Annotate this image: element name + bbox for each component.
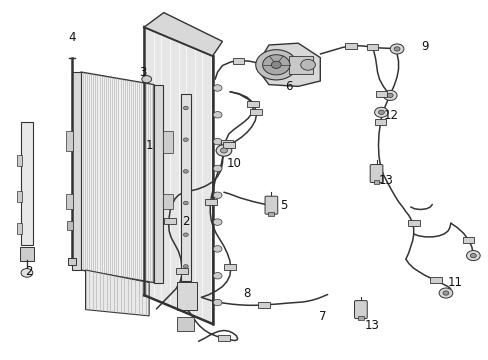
Circle shape [213,299,222,306]
Circle shape [220,148,227,153]
FancyBboxPatch shape [223,143,234,148]
Circle shape [183,138,188,141]
Text: 8: 8 [243,287,250,300]
FancyBboxPatch shape [249,109,261,114]
FancyBboxPatch shape [21,122,33,245]
Text: 4: 4 [68,31,76,44]
Polygon shape [144,27,212,324]
Circle shape [378,110,384,114]
Circle shape [183,233,188,237]
Circle shape [442,291,448,295]
Circle shape [383,90,396,100]
Text: 5: 5 [279,199,287,212]
Circle shape [213,85,222,91]
Polygon shape [85,270,149,316]
Circle shape [213,165,222,172]
Polygon shape [256,43,320,86]
FancyBboxPatch shape [66,194,73,209]
FancyBboxPatch shape [67,221,73,230]
Circle shape [393,47,399,51]
FancyBboxPatch shape [354,301,366,319]
FancyBboxPatch shape [264,196,277,214]
Circle shape [183,170,188,173]
FancyBboxPatch shape [246,101,258,107]
Circle shape [183,106,188,110]
FancyBboxPatch shape [345,43,356,49]
FancyBboxPatch shape [163,218,175,224]
Text: 6: 6 [284,80,292,93]
Circle shape [374,107,387,117]
Polygon shape [144,13,222,56]
FancyBboxPatch shape [224,264,235,270]
Circle shape [300,59,315,70]
FancyBboxPatch shape [258,302,269,308]
Circle shape [21,269,33,277]
FancyBboxPatch shape [176,268,187,274]
FancyBboxPatch shape [154,85,163,283]
Circle shape [262,55,289,75]
Text: 13: 13 [378,174,393,186]
Text: 1: 1 [145,139,153,152]
FancyBboxPatch shape [462,237,473,243]
FancyBboxPatch shape [17,155,22,166]
Text: 2: 2 [25,265,33,278]
FancyBboxPatch shape [20,247,34,261]
Circle shape [216,145,231,156]
Circle shape [469,253,475,258]
FancyBboxPatch shape [72,72,81,270]
Text: 2: 2 [182,215,189,228]
FancyBboxPatch shape [407,220,419,226]
FancyBboxPatch shape [369,165,382,183]
Circle shape [213,219,222,225]
Circle shape [466,251,479,261]
FancyBboxPatch shape [375,91,386,97]
Circle shape [213,246,222,252]
Polygon shape [81,72,154,283]
FancyBboxPatch shape [357,316,363,320]
Text: 3: 3 [139,66,146,78]
FancyBboxPatch shape [17,191,22,202]
FancyBboxPatch shape [374,119,386,125]
Circle shape [213,192,222,198]
Text: 13: 13 [364,319,378,332]
FancyBboxPatch shape [232,58,244,64]
Text: 12: 12 [383,109,398,122]
FancyBboxPatch shape [177,317,194,331]
Circle shape [271,61,281,68]
FancyBboxPatch shape [268,212,274,216]
FancyBboxPatch shape [177,282,196,310]
FancyBboxPatch shape [66,131,73,151]
Text: 7: 7 [318,310,326,323]
FancyBboxPatch shape [429,277,441,283]
Text: 10: 10 [226,157,241,170]
Circle shape [389,44,403,54]
FancyBboxPatch shape [181,94,190,281]
Circle shape [213,138,222,145]
Text: 11: 11 [447,276,461,289]
Circle shape [438,288,452,298]
Circle shape [213,112,222,118]
Circle shape [183,265,188,268]
FancyBboxPatch shape [366,44,378,50]
FancyBboxPatch shape [218,336,229,341]
FancyBboxPatch shape [17,223,22,234]
Circle shape [386,93,392,98]
FancyBboxPatch shape [373,180,379,184]
Text: 9: 9 [421,40,428,53]
FancyBboxPatch shape [163,131,172,153]
FancyBboxPatch shape [163,194,172,209]
Circle shape [213,273,222,279]
Circle shape [183,201,188,205]
FancyBboxPatch shape [204,199,216,204]
Circle shape [142,76,151,83]
Circle shape [255,50,296,80]
FancyBboxPatch shape [288,56,312,74]
FancyBboxPatch shape [221,140,232,146]
FancyBboxPatch shape [68,258,76,265]
